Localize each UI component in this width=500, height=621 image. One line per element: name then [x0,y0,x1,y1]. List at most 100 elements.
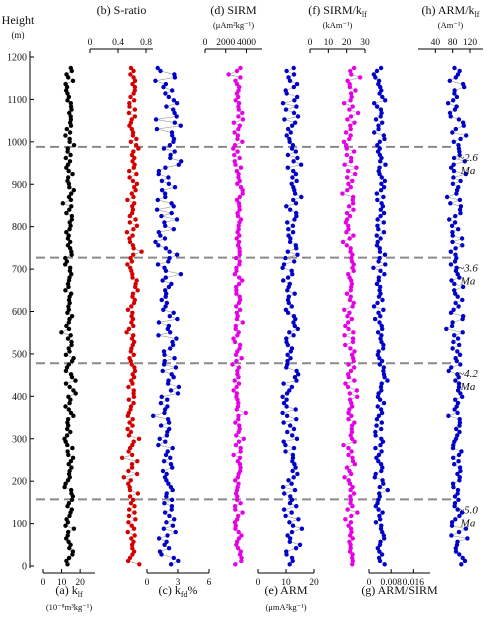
data-point-b [128,404,134,409]
data-point-c [159,188,165,193]
data-point-b [125,426,130,432]
data-point-d [240,320,245,325]
y-tick-label: 700 [12,265,27,276]
data-point-f [346,227,351,232]
data-point-c [154,207,160,212]
data-point-g [383,162,388,167]
data-point-g [372,130,377,135]
data-point-c [153,117,159,122]
data-point-d [234,265,239,270]
data-point-c [166,94,171,100]
data-point-f [347,136,352,142]
data-point-g [376,391,381,396]
data-point-c [173,529,178,535]
data-point-h [453,356,458,361]
data-layer [59,65,470,567]
data-point-h [451,168,457,174]
data-point-d [234,394,239,399]
data-point-e [286,75,291,80]
data-point-b [136,146,141,151]
data-point-h [448,114,453,119]
data-point-c [151,413,156,418]
data-point-c [169,507,174,512]
data-point-b [128,255,133,261]
data-point-f [350,404,355,409]
data-point-c [168,346,173,351]
data-point-g [381,220,386,225]
data-point-g [377,288,382,293]
data-point-a [64,517,69,522]
data-point-e [289,481,294,486]
data-point-e [285,152,291,158]
data-point-h [453,546,458,551]
data-point-a [67,468,72,474]
data-point-b [131,388,136,393]
data-point-a [67,316,72,322]
data-point-d [240,110,245,116]
data-point-f [348,294,353,299]
data-point-g [378,407,384,412]
data-point-f [347,397,353,402]
data-point-h [450,130,455,135]
data-point-b [132,88,137,93]
data-point-b [127,484,132,490]
data-point-c [168,152,173,158]
data-point-h [455,433,460,438]
data-point-c [162,191,168,196]
data-point-h [449,278,454,283]
data-point-e [290,123,295,128]
data-point-h [452,462,457,467]
data-point-d [235,546,241,551]
data-point-d [237,259,242,264]
data-point-e [283,307,289,312]
data-point-b [130,417,135,422]
data-point-d [232,339,238,345]
data-point-h [450,239,455,245]
data-point-b [131,352,136,357]
data-point-f [348,288,353,293]
data-point-e [284,68,289,74]
data-point-b [128,265,133,270]
data-point-d [236,114,241,119]
data-point-a [65,426,70,432]
data-point-d [239,356,244,361]
data-point-c [166,175,171,180]
data-point-e [293,546,299,551]
data-point-c [155,262,161,267]
data-point-b [128,139,133,144]
data-point-f [343,323,348,329]
data-point-a [64,558,69,564]
data-point-h [451,442,456,448]
data-point-f [351,491,357,496]
data-point-g [377,165,382,170]
data-point-h [450,233,455,238]
panel-title-e: (e) ARM [265,583,308,597]
data-point-e [292,487,298,493]
data-point-e [296,372,301,377]
data-point-e [293,407,298,412]
data-point-h [452,220,458,225]
data-point-e [291,65,296,71]
data-point-d [232,272,237,277]
data-point-g [375,546,380,551]
data-point-a [69,291,74,296]
x-tick-label-h: 120 [463,38,478,48]
data-point-e [292,217,297,222]
data-point-e [292,98,297,103]
data-point-c [164,291,169,296]
data-point-h [460,81,466,87]
data-point-g [373,471,378,477]
data-point-c [155,65,160,71]
data-point-g [376,310,381,315]
data-point-a [62,484,67,490]
data-point-d [238,465,243,470]
data-point-d [234,497,240,502]
data-point-d [237,194,242,200]
data-point-e [291,426,297,432]
data-point-a [59,330,64,335]
data-point-e [291,84,296,90]
data-point-c [170,88,175,93]
data-point-e [286,294,291,299]
data-point-h [460,243,465,248]
data-point-d [237,155,242,161]
